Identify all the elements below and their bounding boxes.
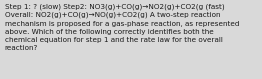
- Text: Step 1: ? (slow) Step2: NO3(g)+CO(g)→NO2(g)+CO2(g (fast)
Overall: NO2(g)+CO(g)→N: Step 1: ? (slow) Step2: NO3(g)+CO(g)→NO2…: [5, 3, 239, 51]
